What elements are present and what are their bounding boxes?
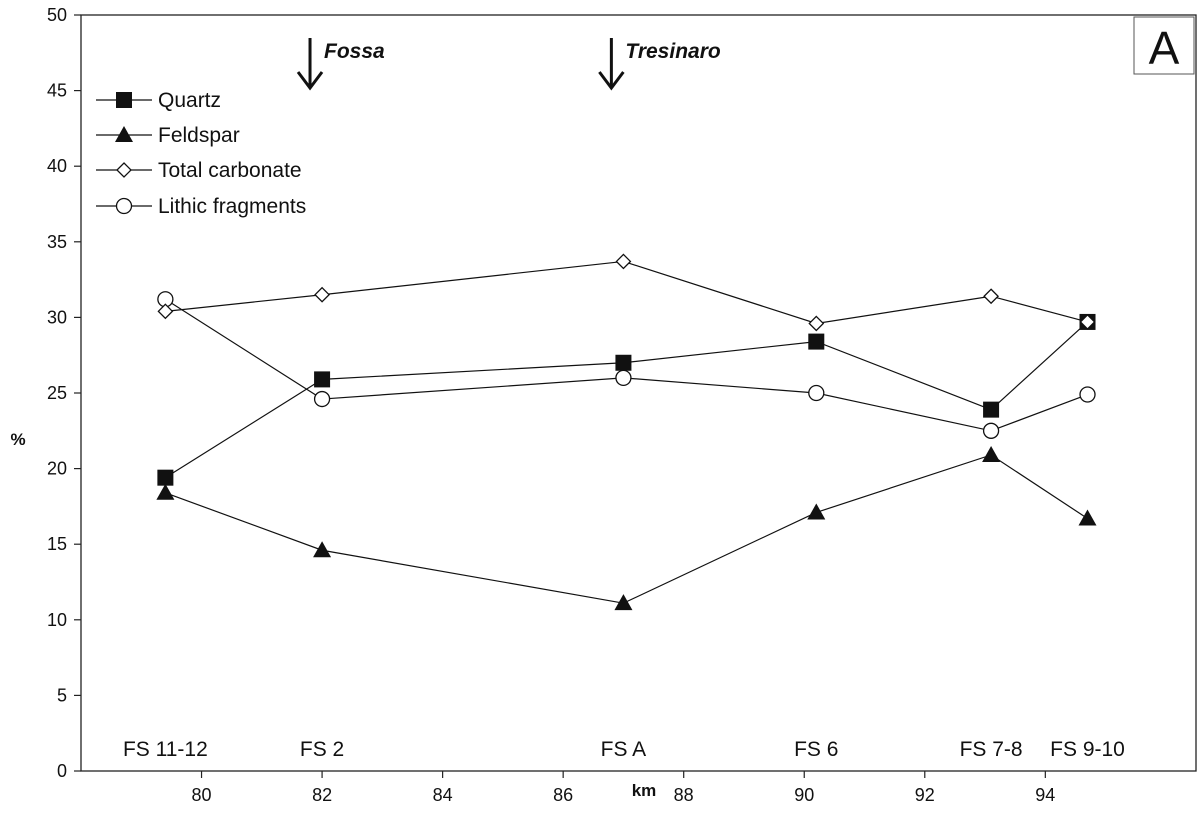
square-marker — [157, 469, 174, 486]
x-tick-label: 92 — [915, 785, 935, 805]
river-marker: Tresinaro — [598, 38, 721, 91]
series-line — [165, 298, 1088, 432]
x-tick-label: 84 — [433, 785, 453, 805]
diamond-marker — [615, 253, 632, 270]
site-labels: FS 11-12 FS 2 FS A FS 6 FS 7-8 FS 9-10 — [123, 738, 1125, 761]
river-marker: Fossa — [296, 38, 385, 91]
circle-marker — [982, 422, 1000, 439]
diamond-marker — [314, 286, 331, 303]
y-tick-label: 35 — [47, 232, 67, 252]
site-label: FS 2 — [300, 738, 344, 761]
y-tick-label: 20 — [47, 459, 67, 479]
river-annotations: Fossa Tresinaro — [296, 38, 721, 91]
x-axis-ticks: 80 82 84 86 88 90 92 94 — [192, 771, 1055, 805]
series-line — [165, 260, 1088, 325]
y-axis-ticks: 0 5 10 15 20 25 30 35 40 45 50 — [47, 5, 81, 781]
x-tick-label: 94 — [1035, 785, 1055, 805]
series-quartz — [157, 313, 1096, 486]
square-marker — [615, 354, 632, 371]
down-arrow-head-icon — [296, 71, 324, 91]
x-tick-label: 90 — [794, 785, 814, 805]
site-label: FS A — [601, 738, 647, 761]
axes — [80, 14, 1197, 772]
site-label: FS 9-10 — [1050, 738, 1125, 761]
square-marker — [314, 371, 331, 388]
panel-label-box: A — [1133, 16, 1195, 75]
down-arrow-head-icon — [598, 71, 625, 91]
x-tick-label: 82 — [312, 785, 332, 805]
legend-label: Lithic fragments — [158, 195, 306, 218]
y-axis-title: % — [10, 430, 25, 449]
site-label: FS 11-12 — [123, 738, 208, 761]
series-line — [165, 454, 1088, 604]
y-tick-label: 30 — [47, 307, 67, 327]
triangle-marker — [614, 594, 633, 611]
x-axis-title: km — [632, 781, 657, 800]
circle-marker — [1079, 386, 1096, 403]
legend-entry: Total carbonate — [96, 159, 302, 182]
square-marker — [983, 401, 1000, 418]
legend-label: Quartz — [158, 89, 221, 112]
triangle-marker — [156, 483, 175, 500]
y-tick-label: 50 — [47, 5, 67, 25]
legend-label: Total carbonate — [158, 159, 302, 182]
legend-entry: Quartz — [96, 89, 221, 112]
legend-entry: Lithic fragments — [96, 195, 306, 218]
series-line — [165, 321, 1088, 479]
legend-label: Feldspar — [158, 124, 240, 147]
y-tick-label: 10 — [47, 610, 67, 630]
series-feldspar — [156, 445, 1097, 611]
circle-marker — [808, 384, 825, 402]
series-lithic-fragments — [157, 291, 1096, 439]
diamond-marker — [116, 162, 132, 178]
x-tick-label: 88 — [674, 785, 694, 805]
river-label: Fossa — [324, 40, 385, 63]
river-label: Tresinaro — [625, 40, 720, 63]
y-tick-label: 45 — [47, 81, 67, 101]
diamond-marker — [983, 288, 1000, 305]
triangle-marker — [982, 445, 1001, 462]
triangle-marker — [807, 503, 826, 520]
y-tick-label: 15 — [47, 534, 67, 554]
triangle-marker — [115, 126, 133, 142]
x-tick-label: 80 — [192, 785, 212, 805]
y-tick-label: 25 — [47, 383, 67, 403]
triangle-marker — [313, 541, 332, 558]
y-tick-label: 40 — [47, 156, 67, 176]
legend: Quartz Feldspar Total carbonate Lithic frag… — [96, 89, 306, 218]
series-total-carbonate — [157, 253, 1096, 332]
plot-frame — [80, 14, 1197, 772]
site-label: FS 6 — [794, 738, 838, 761]
x-tick-label: 86 — [553, 785, 573, 805]
y-tick-label: 5 — [57, 685, 67, 705]
triangle-marker — [1078, 509, 1097, 526]
circle-marker — [615, 369, 632, 387]
panel-label: A — [1149, 22, 1180, 74]
square-marker — [116, 92, 132, 108]
diamond-marker — [157, 303, 174, 320]
site-label: FS 7-8 — [960, 738, 1023, 761]
diamond-marker — [1079, 314, 1096, 330]
diamond-marker — [808, 315, 825, 332]
legend-entry: Feldspar — [96, 124, 240, 147]
y-tick-label: 0 — [57, 761, 67, 781]
series-layer — [156, 253, 1097, 611]
circle-marker — [313, 390, 331, 408]
square-marker — [808, 333, 825, 350]
circle-marker — [115, 197, 133, 215]
